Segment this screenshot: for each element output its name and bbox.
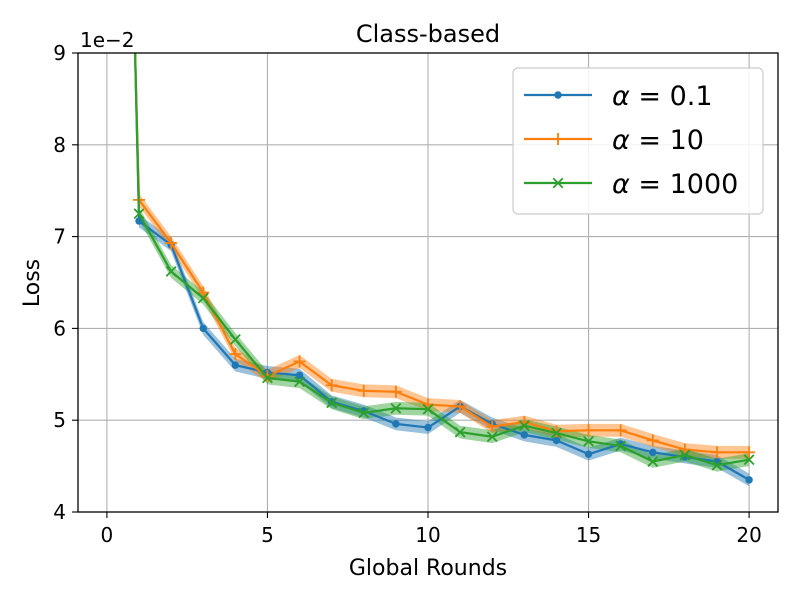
legend-label: α = 1000 [612, 169, 738, 200]
data-point [711, 459, 723, 471]
legend-label: α = 0.1 [612, 81, 713, 112]
data-point [486, 420, 499, 433]
y-axis-label: Loss [20, 259, 45, 307]
legend-swatch-marker [552, 133, 564, 145]
data-point [231, 361, 240, 369]
data-point [710, 446, 723, 459]
data-point [294, 376, 305, 388]
data-point [197, 286, 210, 299]
y-tick-label: 5 [53, 408, 66, 432]
y-tick-label: 7 [53, 225, 66, 249]
data-point [454, 426, 466, 438]
data-point [325, 379, 338, 392]
chart-title: Class-based [356, 20, 500, 48]
legend-label: α = 10 [612, 125, 704, 156]
data-point [614, 424, 627, 437]
y-tick-label: 6 [53, 316, 66, 340]
x-axis-label: Global Rounds [349, 556, 507, 581]
x-tick-label: 0 [101, 523, 114, 547]
data-point [615, 440, 627, 452]
data-point [358, 407, 370, 419]
y-tick-label: 9 [53, 41, 66, 65]
x-tick-label: 10 [415, 523, 440, 547]
data-point [679, 449, 691, 461]
data-point [424, 423, 432, 432]
x-tick-label: 15 [576, 523, 601, 547]
series-lines [133, 53, 756, 484]
data-point [199, 324, 207, 333]
data-point [647, 456, 659, 467]
data-point [165, 237, 178, 250]
data-point [389, 385, 402, 398]
y-scale-offset-label: 1e−2 [80, 28, 135, 52]
legend: α = 0.1 α = 10 α = 1000 [512, 67, 764, 215]
data-point [229, 333, 241, 345]
data-point [743, 454, 755, 466]
data-point [583, 435, 594, 447]
data-point [582, 424, 595, 437]
x-tick-label: 20 [736, 523, 761, 547]
data-point [392, 420, 400, 428]
data-point [518, 420, 530, 432]
data-point [422, 403, 434, 415]
data-point [133, 208, 145, 220]
data-point [743, 446, 756, 459]
data-point [165, 266, 177, 277]
series-band-2 [139, 207, 750, 472]
data-point [326, 397, 338, 409]
legend-swatch-marker [552, 177, 564, 189]
data-point [551, 427, 562, 439]
legend-swatch-marker [554, 91, 562, 99]
axis-ticks: 0 5 10 15 20 4 5 6 7 8 9 [53, 41, 762, 547]
data-point [649, 448, 657, 457]
x-tick-label: 5 [261, 523, 274, 547]
data-point [584, 450, 593, 458]
data-point [646, 434, 659, 447]
data-point [197, 292, 209, 304]
data-point [745, 476, 753, 484]
data-point [454, 400, 467, 413]
data-point [390, 402, 402, 414]
data-point [357, 384, 370, 397]
data-point [552, 436, 561, 445]
legend-box [512, 67, 764, 215]
data-point [520, 431, 529, 439]
y-tick-label: 4 [53, 500, 66, 524]
data-point [262, 372, 273, 384]
y-tick-label: 8 [53, 133, 66, 157]
data-point [486, 431, 498, 443]
data-point [678, 443, 691, 456]
data-point [229, 348, 242, 361]
data-point [261, 370, 274, 383]
data-point [295, 371, 304, 379]
data-point [293, 355, 306, 368]
